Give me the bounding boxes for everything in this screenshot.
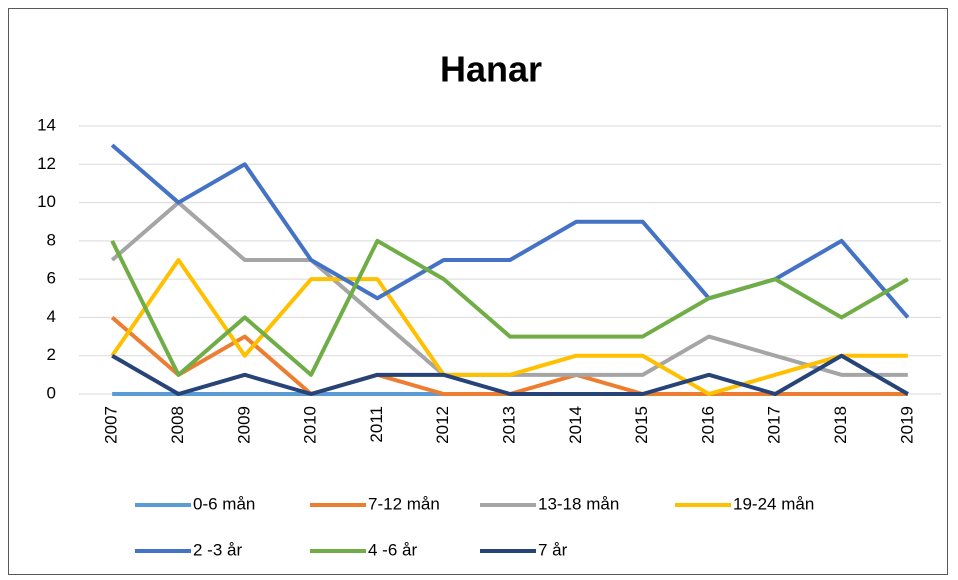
x-tick-label: 2019 — [897, 406, 916, 444]
x-tick-label: 2017 — [765, 406, 784, 444]
x-tick-label: 2013 — [499, 406, 518, 444]
legend-label: 7 år — [538, 540, 568, 559]
y-tick-label: 8 — [47, 230, 56, 249]
x-tick-label: 2016 — [698, 406, 717, 444]
x-tick-label: 2011 — [367, 406, 386, 443]
x-tick-label: 2015 — [632, 406, 651, 444]
y-tick-label: 10 — [37, 192, 56, 211]
y-tick-label: 2 — [47, 345, 56, 364]
x-tick-label: 2008 — [168, 406, 187, 444]
x-tick-label: 2012 — [433, 406, 452, 444]
legend-label: 0-6 mån — [193, 494, 255, 513]
legend-label: 7-12 mån — [368, 494, 440, 513]
chart-border — [8, 8, 948, 575]
x-tick-label: 2010 — [301, 406, 320, 444]
series-line — [111, 353, 909, 396]
series-line — [110, 238, 909, 377]
x-tick-label: 2009 — [234, 406, 253, 444]
y-tick-label: 0 — [47, 383, 56, 402]
legend-label: 4 -6 år — [368, 540, 417, 559]
legend-label: 2 -3 år — [193, 540, 242, 559]
x-tick-label: 2007 — [102, 406, 121, 444]
legend-label: 19-24 mån — [733, 494, 814, 513]
chart-title: Hanar — [440, 49, 542, 90]
x-tick-label: 2018 — [831, 406, 850, 444]
legend-label: 13-18 mån — [538, 494, 619, 513]
y-tick-label: 12 — [37, 154, 56, 173]
y-tick-label: 4 — [47, 307, 56, 326]
x-tick-label: 2014 — [566, 406, 585, 444]
series-line — [110, 258, 908, 396]
y-tick-label: 6 — [47, 269, 56, 288]
y-tick-label: 14 — [37, 115, 56, 134]
